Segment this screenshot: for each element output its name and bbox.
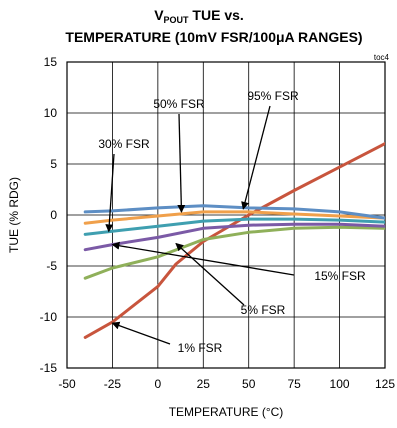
annotation-arrow	[105, 153, 115, 233]
annotations: 50% FSR 95% FSR 30% FSR 15% FSR 5% FSR 1% FSR	[98, 89, 366, 355]
x-tick-label: 100	[330, 377, 350, 391]
annotation-arrow	[111, 241, 295, 276]
chart-title-line1: VPOUT TUE vs.	[154, 7, 244, 25]
annotation-label: 5% FSR	[241, 303, 286, 317]
annotation-label: 95% FSR	[247, 89, 299, 103]
y-axis-label: TUE (% RDG)	[7, 177, 21, 253]
x-tick-label: -25	[104, 377, 122, 391]
annotation-arrow	[111, 321, 171, 345]
annotation-label: 50% FSR	[153, 97, 205, 111]
x-axis-label: TEMPERATURE (°C)	[169, 405, 284, 419]
x-tick-label: 25	[197, 377, 211, 391]
x-tick-label: 125	[375, 377, 395, 391]
x-tick-label: 50	[242, 377, 256, 391]
y-tick-label: -5	[46, 259, 57, 273]
annotation-label: 30% FSR	[98, 137, 150, 151]
y-tick-label: -15	[40, 361, 58, 375]
annotation-arrow	[241, 105, 271, 210]
x-tick-labels: -50 -25 0 25 50 75 100 125	[58, 377, 395, 391]
annotation-5-fsr: 5% FSR	[175, 242, 286, 317]
annotation-arrow	[175, 242, 245, 306]
y-tick-label: 5	[50, 157, 57, 171]
series-line-50-fsr	[83, 210, 385, 225]
chart-title-line2: TEMPERATURE (10mV FSR/100μA RANGES)	[65, 29, 362, 45]
annotation-30-fsr: 30% FSR	[98, 137, 150, 233]
annotation-label: 15% FSR	[314, 269, 366, 283]
y-tick-label: 15	[44, 55, 58, 69]
series-line-1-fsr	[83, 142, 385, 339]
y-tick-labels: -15 -10 -5 0 5 10 15	[40, 55, 58, 375]
x-tick-label: -50	[58, 377, 76, 391]
x-tick-label: 75	[287, 377, 301, 391]
series-line-5-fsr	[83, 225, 385, 280]
annotation-95-fsr: 95% FSR	[241, 89, 299, 210]
annotation-50-fsr: 50% FSR	[153, 97, 205, 213]
annotation-15-fsr: 15% FSR	[111, 241, 366, 283]
series-line-30-fsr	[83, 217, 385, 236]
annotation-1-fsr: 1% FSR	[111, 321, 223, 355]
annotation-label: 1% FSR	[178, 341, 223, 355]
x-tick-label: 0	[155, 377, 162, 391]
chart-tag: toc4	[374, 53, 390, 62]
y-tick-label: 0	[50, 208, 57, 222]
series-line-95-fsr	[83, 204, 385, 220]
annotation-arrow	[177, 113, 186, 213]
series-lines	[83, 142, 385, 339]
y-tick-label: -10	[40, 310, 58, 324]
y-tick-label: 10	[44, 106, 58, 120]
